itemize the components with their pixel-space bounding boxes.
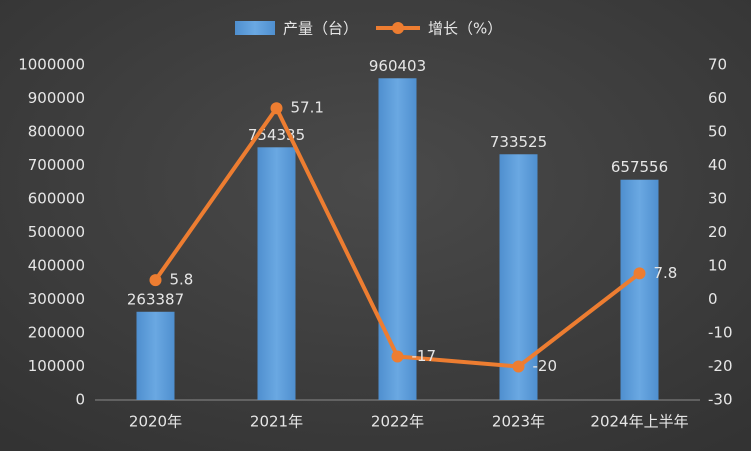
bar [378, 78, 417, 401]
y2-tick-label: -30 [708, 391, 733, 409]
y2-tick-label: -10 [708, 324, 733, 342]
y-tick-label: 600000 [28, 190, 85, 208]
bar-value-label: 960403 [369, 57, 426, 75]
y-tick-label: 400000 [28, 257, 85, 275]
y2-tick-label: 50 [708, 123, 727, 141]
y2-tick-label: 70 [708, 56, 727, 74]
bar [257, 147, 296, 400]
y-tick-label: 1000000 [18, 56, 85, 74]
y2-tick-label: 20 [708, 223, 727, 241]
line-marker [270, 102, 283, 115]
y-tick-label: 0 [75, 391, 85, 409]
x-tick-label: 2023年 [492, 413, 545, 431]
line-marker [512, 360, 525, 373]
legend-swatch [235, 21, 275, 35]
line-value-label: -20 [533, 357, 558, 375]
y-tick-label: 200000 [28, 324, 85, 342]
x-tick-label: 2024年上半年 [590, 413, 688, 431]
legend-label: 增长（%） [428, 20, 502, 38]
bar [620, 179, 659, 400]
y-tick-label: 900000 [28, 89, 85, 107]
y2-tick-label: 30 [708, 190, 727, 208]
y2-tick-label: 10 [708, 257, 727, 275]
legend-label: 产量（台） [283, 20, 358, 38]
x-tick-label: 2020年 [129, 413, 182, 431]
x-tick-label: 2021年 [250, 413, 303, 431]
line-value-label: 5.8 [170, 271, 194, 289]
bar-value-label: 263387 [127, 290, 184, 308]
y-tick-label: 700000 [28, 156, 85, 174]
line-value-label: -17 [412, 347, 437, 365]
x-tick-label: 2022年 [371, 413, 424, 431]
bar [136, 311, 175, 400]
bar-value-label: 733525 [490, 133, 547, 151]
y2-tick-label: 0 [708, 290, 718, 308]
y-tick-label: 100000 [28, 357, 85, 375]
line-value-label: 57.1 [291, 99, 324, 117]
line-marker [391, 350, 404, 363]
y-tick-label: 300000 [28, 290, 85, 308]
y-tick-label: 500000 [28, 223, 85, 241]
y2-tick-label: -20 [708, 357, 733, 375]
y-tick-label: 800000 [28, 123, 85, 141]
line-value-label: 7.8 [654, 264, 678, 282]
y2-tick-label: 40 [708, 156, 727, 174]
line-marker [633, 267, 646, 280]
line-marker [149, 274, 162, 287]
legend-swatch [392, 22, 404, 34]
y2-tick-label: 60 [708, 89, 727, 107]
bar-value-label: 657556 [611, 158, 668, 176]
